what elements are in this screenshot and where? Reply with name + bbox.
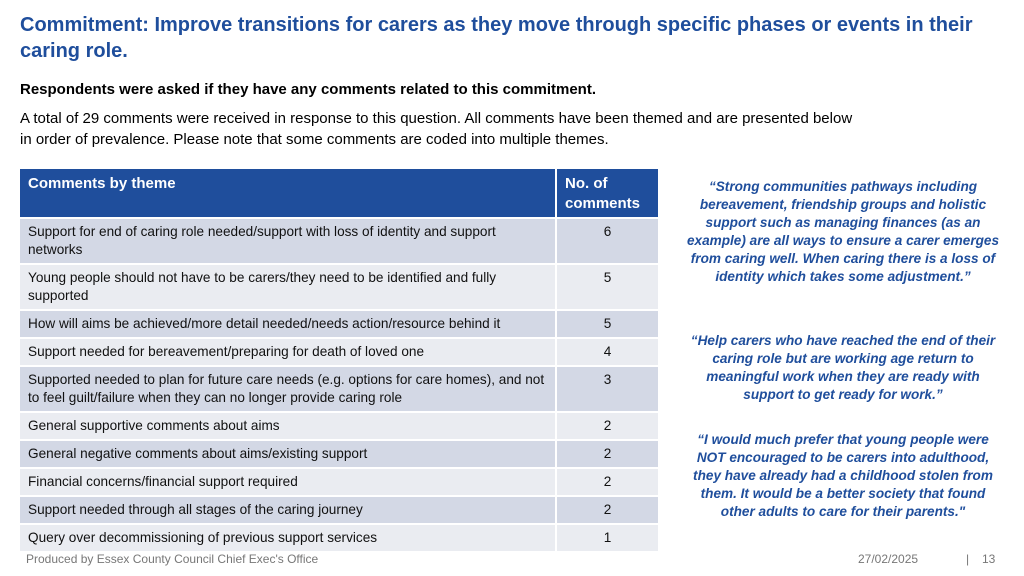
theme-cell: General supportive comments about aims xyxy=(20,412,556,441)
table-row: Supported needed to plan for future care… xyxy=(20,366,658,413)
footer-separator: | xyxy=(966,552,970,566)
count-cell: 2 xyxy=(555,468,658,497)
theme-cell: Financial concerns/financial support req… xyxy=(20,468,556,497)
count-cell: 5 xyxy=(555,264,658,311)
table-row: Support needed through all stages of the… xyxy=(20,496,658,525)
page-number: 13 xyxy=(982,552,996,566)
quote-strong-communities: “Strong communities pathways including b… xyxy=(686,179,1000,284)
count-cell: 5 xyxy=(555,310,658,339)
table-row: Query over decommissioning of previous s… xyxy=(20,524,658,553)
quote-end-of-caring-role: “Help carers who have reached the end of… xyxy=(690,333,996,402)
theme-cell: How will aims be achieved/more detail ne… xyxy=(20,310,556,339)
count-cell: 6 xyxy=(555,218,658,265)
theme-cell: Support needed through all stages of the… xyxy=(20,496,556,525)
count-cell: 3 xyxy=(555,366,658,413)
theme-cell: Query over decommissioning of previous s… xyxy=(20,524,556,553)
table-row: General negative comments about aims/exi… xyxy=(20,440,658,469)
table-row: Young people should not have to be carer… xyxy=(20,264,658,311)
table-header-row: Comments by theme No. of comments xyxy=(20,169,658,219)
count-cell: 2 xyxy=(555,496,658,525)
count-cell: 1 xyxy=(555,524,658,553)
count-cell: 4 xyxy=(555,338,658,367)
theme-column-header: Comments by theme xyxy=(20,169,556,219)
count-column-header: No. of comments xyxy=(555,169,658,219)
table-row: Financial concerns/financial support req… xyxy=(20,468,658,497)
table-row: General supportive comments about aims 2 xyxy=(20,412,658,441)
footer-producer: Produced by Essex County Council Chief E… xyxy=(26,552,319,566)
count-cell: 2 xyxy=(555,440,658,469)
theme-cell: Young people should not have to be carer… xyxy=(20,264,556,311)
table-row: Support needed for bereavement/preparing… xyxy=(20,338,658,367)
theme-cell: Supported needed to plan for future care… xyxy=(20,366,556,413)
theme-cell: Support for end of caring role needed/su… xyxy=(20,218,556,265)
comments-by-theme-table: Comments by theme No. of comments Suppor… xyxy=(20,169,658,553)
quote-young-people: “I would much prefer that young people w… xyxy=(693,432,993,519)
page-title: Commitment: Improve transitions for care… xyxy=(20,14,973,62)
theme-cell: Support needed for bereavement/preparing… xyxy=(20,338,556,367)
count-cell: 2 xyxy=(555,412,658,441)
question-heading: Respondents were asked if they have any … xyxy=(20,81,596,98)
footer-date: 27/02/2025 xyxy=(858,552,919,566)
intro-paragraph: A total of 29 comments were received in … xyxy=(20,110,853,148)
table-row: How will aims be achieved/more detail ne… xyxy=(20,310,658,339)
table-row: Support for end of caring role needed/su… xyxy=(20,218,658,265)
theme-cell: General negative comments about aims/exi… xyxy=(20,440,556,469)
